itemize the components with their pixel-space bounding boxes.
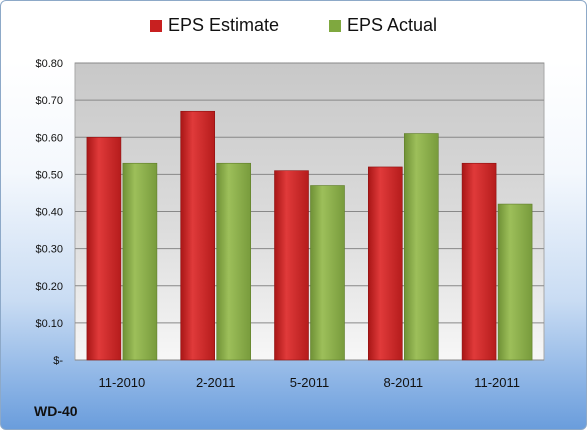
bar-actual [497,203,533,361]
legend-item-actual: EPS Actual [328,15,438,36]
legend: EPS Estimate EPS Actual [1,15,586,36]
legend-swatch-estimate [149,19,162,32]
x-category-label: 2-2011 [196,375,236,390]
bar-estimate [274,170,309,361]
company-label: WD-40 [34,403,78,419]
y-tick-label: $0.60 [35,132,63,144]
bar-actual [216,162,251,361]
y-tick-label: $0.10 [35,318,63,330]
legend-label-estimate: EPS Estimate [167,15,279,35]
x-category-label: 8-2011 [384,375,424,390]
y-tick-label: $0.30 [35,244,63,256]
x-category-label: 11-2011 [474,375,520,390]
bars [86,110,533,361]
x-category-label: 5-2011 [290,375,330,390]
bar-actual [122,162,158,361]
y-tick-label: $0.50 [35,169,63,181]
y-tick-label: $0.40 [35,207,63,219]
bar-estimate [180,110,215,361]
x-category-label: 11-2010 [99,375,146,390]
y-axis-ticks: $- $0.10 $0.20 $0.30 $0.40 $0.50 $0.60 $0.70 $0.… [35,58,63,367]
legend-item-estimate: EPS Estimate [149,15,279,36]
legend-label-actual: EPS Actual [346,15,438,35]
y-tick-label: $- [53,355,63,367]
x-axis-categories: 11-2010 2-2011 5-2011 8-2011 11-2011 [99,375,520,390]
bar-estimate [86,136,122,361]
bar-estimate [367,166,403,361]
bar-estimate [461,162,497,361]
bar-actual [310,185,345,361]
legend-swatch-actual [328,19,341,32]
y-tick-label: $0.20 [35,281,63,293]
y-tick-label: $0.70 [35,95,63,107]
bar-actual [403,133,439,361]
y-tick-label: $0.80 [35,58,63,70]
